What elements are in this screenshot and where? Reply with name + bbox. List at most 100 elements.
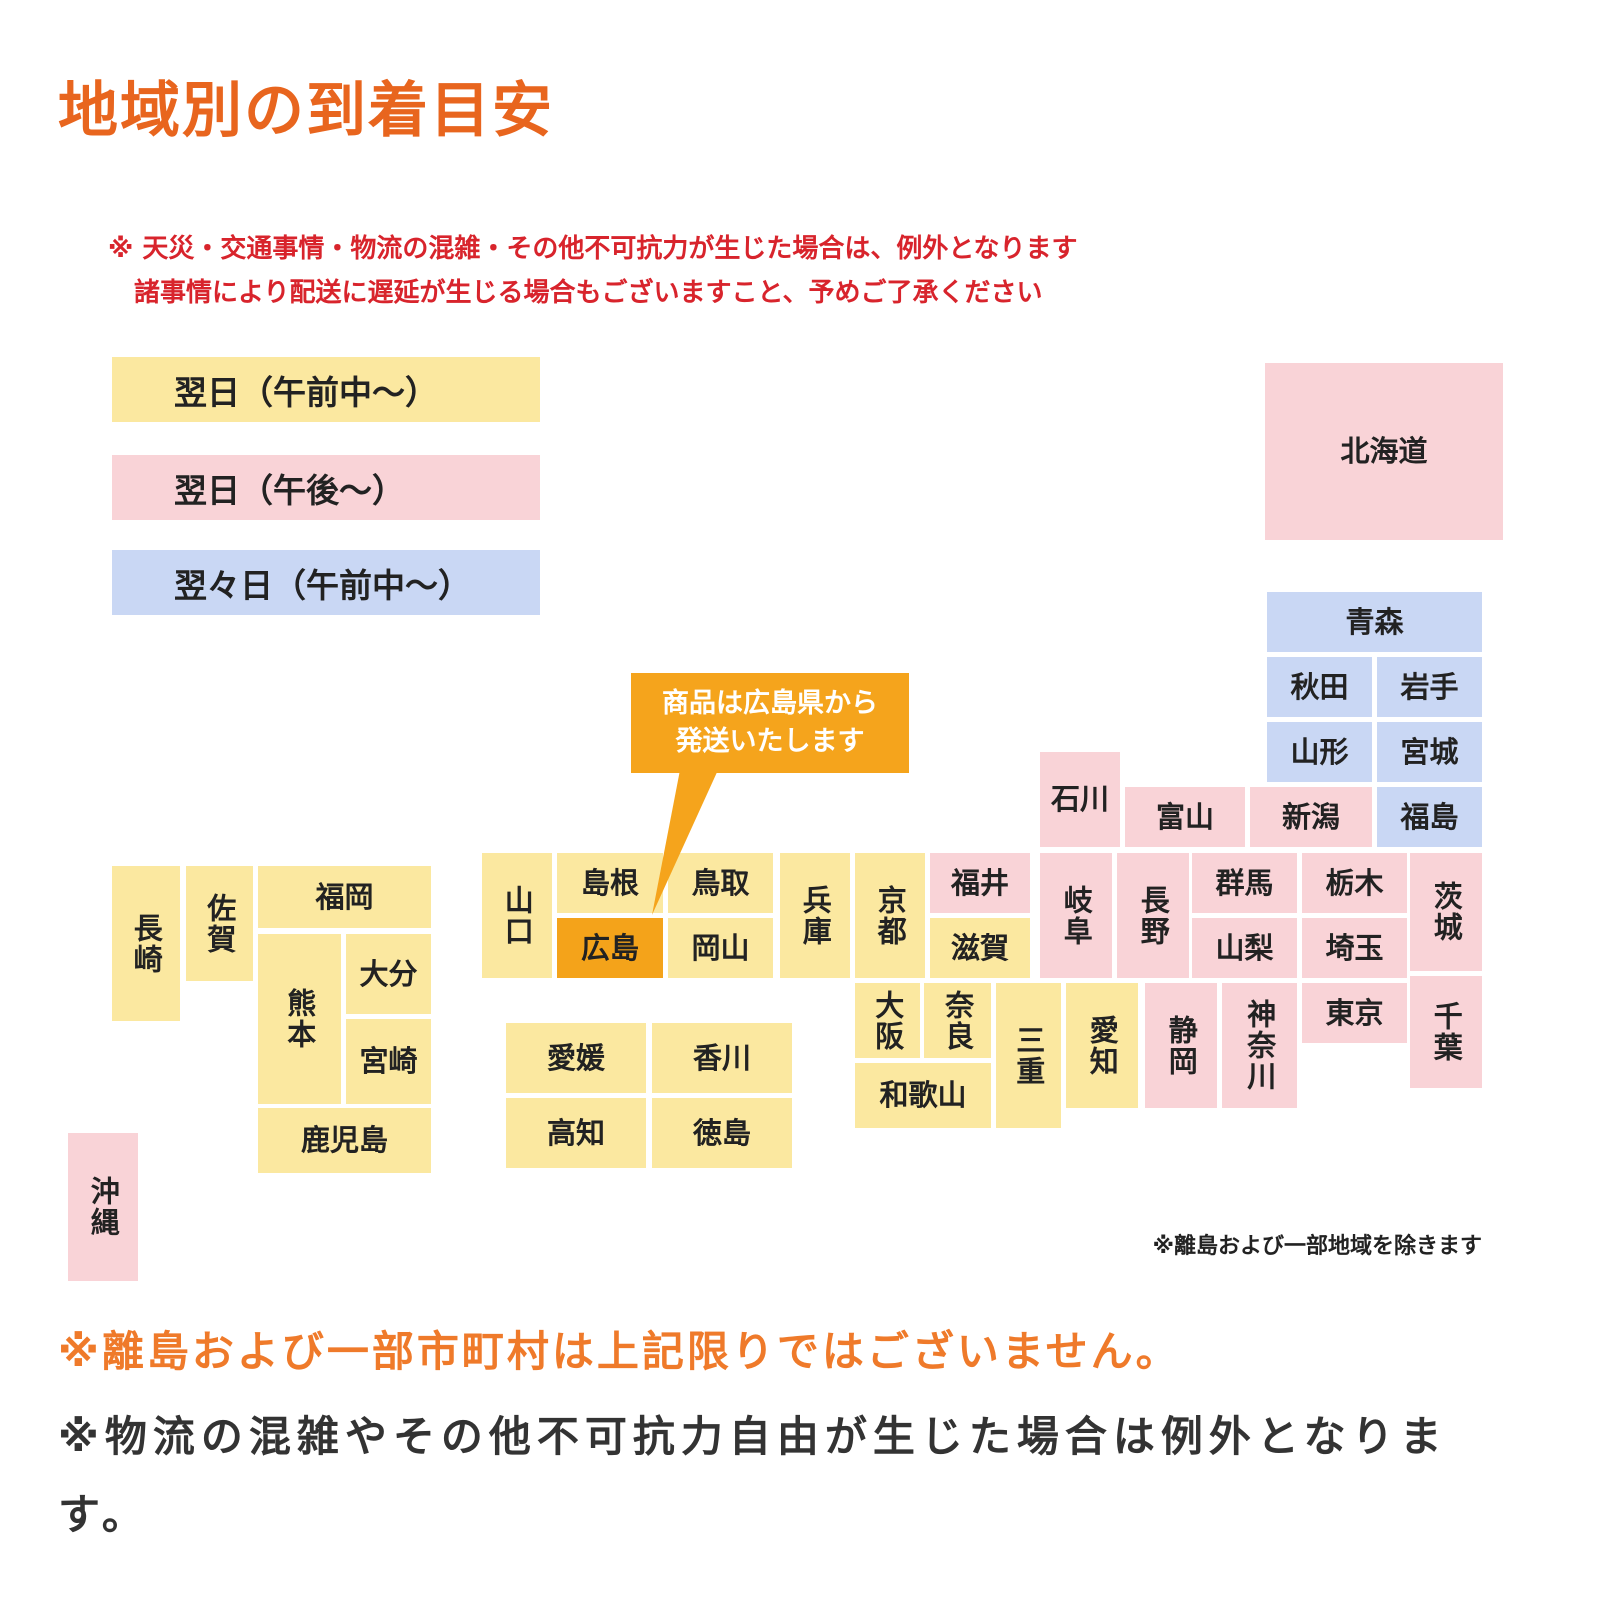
prefecture-label: 福井 (950, 865, 1009, 900)
prefecture-38: 徳島 (652, 1098, 792, 1168)
legend-next-morning: 翌日（午前中～） (112, 357, 540, 422)
prefecture-label: 佐賀 (202, 892, 237, 955)
prefecture-label: 埼玉 (1325, 930, 1384, 965)
prefecture-label: 愛媛 (546, 1040, 605, 1075)
prefecture-label: 和歌山 (879, 1078, 967, 1113)
prefecture-5: 宮城 (1377, 722, 1482, 782)
prefecture-7: 石川 (1040, 752, 1120, 847)
prefecture-1: 青森 (1267, 592, 1482, 652)
prefecture-18: 茨城 (1410, 853, 1482, 971)
page-title: 地域別の到着目安 (58, 76, 554, 146)
prefecture-8: 富山 (1125, 787, 1245, 847)
prefecture-31: 岡山 (668, 918, 773, 978)
prefecture-29: 兵庫 (780, 853, 850, 978)
prefecture-11: 滋賀 (930, 918, 1030, 978)
prefecture-label: 新潟 (1281, 799, 1340, 834)
prefecture-label: 長崎 (129, 912, 164, 975)
prefecture-21: 神奈川 (1222, 983, 1297, 1108)
prefecture-46: 沖縄 (68, 1133, 138, 1281)
prefecture-27: 和歌山 (855, 1063, 991, 1128)
prefecture-label: 沖縄 (86, 1176, 121, 1238)
prefecture-label: 宮崎 (359, 1044, 418, 1079)
prefecture-24: 三重 (996, 983, 1061, 1128)
prefecture-label: 徳島 (692, 1115, 751, 1150)
legend-next-afternoon: 翌日（午後～） (112, 455, 540, 520)
prefecture-41: 長崎 (112, 866, 180, 1021)
prefecture-19: 東京 (1302, 983, 1407, 1043)
prefecture-label: 広島 (580, 930, 639, 965)
prefecture-10: 福井 (930, 853, 1030, 913)
prefecture-0: 北海道 (1265, 363, 1503, 540)
prefecture-label: 長野 (1136, 884, 1171, 947)
prefecture-label: 熊本 (282, 988, 317, 1050)
prefecture-label: 群馬 (1215, 865, 1274, 900)
prefecture-43: 大分 (346, 934, 431, 1014)
prefecture-44: 宮崎 (346, 1019, 431, 1104)
prefecture-label: 青森 (1345, 604, 1404, 639)
prefecture-32: 島根 (557, 853, 663, 913)
map-note: ※離島および一部地域を除きます (1152, 1234, 1482, 1259)
prefecture-label: 島根 (580, 865, 639, 900)
prefecture-label: 栃木 (1325, 865, 1384, 900)
prefecture-34: 山口 (482, 853, 552, 978)
prefecture-4: 山形 (1267, 722, 1372, 782)
prefecture-15: 山梨 (1192, 918, 1297, 978)
prefecture-12: 岐阜 (1040, 853, 1112, 978)
prefecture-36: 香川 (652, 1023, 792, 1093)
prefecture-13: 長野 (1117, 853, 1189, 978)
prefecture-20: 千葉 (1410, 976, 1482, 1088)
prefecture-label: 鹿児島 (300, 1123, 388, 1158)
prefecture-label: 秋田 (1290, 669, 1349, 704)
prefecture-label: 福岡 (315, 879, 374, 914)
prefecture-45: 鹿児島 (258, 1108, 431, 1173)
prefecture-26: 大阪 (855, 983, 920, 1058)
shipping-origin-callout: 商品は広島県から 発送いたします (631, 673, 909, 773)
prefecture-label: 石川 (1050, 782, 1109, 817)
footer-note-islands: ※離島および一部市町村は上記限りではございません。 (58, 1327, 1181, 1376)
warning-line-2: 諸事情により配送に遅延が生じる場合もございますこと、予めご了承ください (134, 278, 1043, 308)
prefecture-35: 愛媛 (506, 1023, 646, 1093)
prefecture-label: 東京 (1325, 995, 1384, 1030)
prefecture-42: 熊本 (258, 934, 341, 1104)
prefecture-2: 秋田 (1267, 657, 1372, 717)
prefecture-label: 香川 (692, 1040, 751, 1075)
prefecture-16: 栃木 (1302, 853, 1407, 913)
prefecture-label: 京都 (873, 884, 908, 947)
prefecture-17: 埼玉 (1302, 918, 1407, 978)
prefecture-22: 静岡 (1145, 983, 1217, 1108)
prefecture-39: 福岡 (258, 866, 431, 928)
prefecture-label: 山梨 (1215, 930, 1274, 965)
warning-line-1: ※ 天災・交通事情・物流の混雑・その他不可抗力が生じた場合は、例外となります (108, 234, 1078, 264)
prefecture-label: 神奈川 (1242, 999, 1277, 1092)
prefecture-label: 福島 (1400, 799, 1459, 834)
prefecture-label: 岩手 (1400, 669, 1459, 704)
prefecture-label: 千葉 (1429, 1001, 1464, 1063)
prefecture-25: 奈良 (924, 983, 991, 1058)
prefecture-label: 滋賀 (950, 930, 1009, 965)
prefecture-label: 山口 (500, 884, 535, 947)
prefecture-label: 山形 (1290, 734, 1349, 769)
prefecture-33: 広島 (557, 918, 663, 978)
prefecture-6: 福島 (1377, 787, 1482, 847)
legend-day-after: 翌々日（午前中～） (112, 550, 540, 615)
prefecture-14: 群馬 (1192, 853, 1297, 913)
prefecture-label: 岡山 (691, 930, 750, 965)
prefecture-40: 佐賀 (186, 866, 253, 981)
prefecture-label: 宮城 (1400, 734, 1459, 769)
prefecture-30: 鳥取 (668, 853, 773, 913)
prefecture-label: 北海道 (1340, 434, 1428, 469)
callout-text: 商品は広島県から 発送いたします (662, 688, 878, 757)
prefecture-label: 高知 (546, 1115, 605, 1150)
prefecture-label: 大阪 (870, 989, 905, 1052)
prefecture-28: 京都 (855, 853, 925, 978)
prefecture-9: 新潟 (1250, 787, 1372, 847)
prefecture-label: 奈良 (940, 989, 975, 1052)
prefecture-3: 岩手 (1377, 657, 1482, 717)
prefecture-label: 三重 (1011, 1024, 1046, 1087)
prefecture-label: 岐阜 (1059, 884, 1094, 947)
prefecture-label: 大分 (359, 956, 418, 991)
prefecture-label: 兵庫 (798, 884, 833, 947)
prefecture-label: 鳥取 (691, 865, 750, 900)
prefecture-label: 富山 (1155, 799, 1214, 834)
